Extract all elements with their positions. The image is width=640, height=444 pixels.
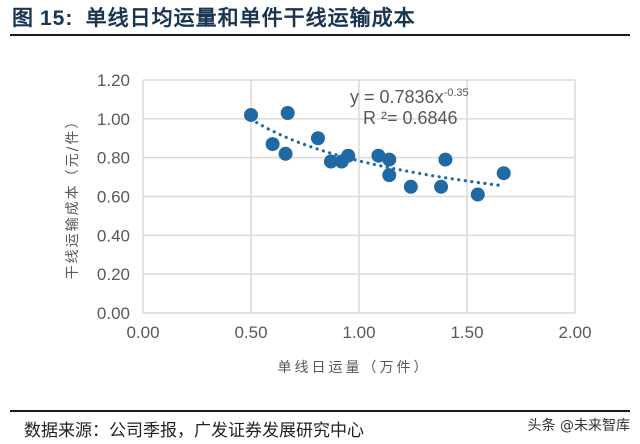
data-point bbox=[341, 148, 356, 163]
trendline-equation: y = 0.7836x-0.35 bbox=[350, 87, 469, 107]
data-point bbox=[438, 152, 453, 167]
data-source-note: 数据来源：公司季报，广发证券发展研究中心 bbox=[24, 421, 364, 441]
y-tick-label: 1.20 bbox=[97, 71, 130, 90]
bottom-divider bbox=[10, 410, 630, 412]
data-point bbox=[265, 137, 280, 152]
data-point bbox=[434, 179, 449, 194]
data-point bbox=[496, 166, 511, 181]
y-tick-label: 0.20 bbox=[97, 265, 130, 284]
y-tick-label: 0.60 bbox=[97, 188, 130, 207]
y-tick-label: 0.80 bbox=[97, 149, 130, 168]
data-points bbox=[244, 106, 511, 202]
power-trendline bbox=[249, 117, 506, 188]
data-point bbox=[278, 146, 293, 161]
x-tick-label: 1.50 bbox=[450, 323, 483, 342]
data-point bbox=[280, 106, 295, 121]
figure-title: 图 15: 单线日均运量和单件干线运输成本 bbox=[12, 2, 416, 32]
data-point bbox=[382, 168, 397, 183]
x-tick-label: 0.00 bbox=[126, 323, 159, 342]
y-tick-label: 1.00 bbox=[97, 110, 130, 129]
y-tick-label: 0.00 bbox=[97, 304, 130, 323]
x-tick-label: 0.50 bbox=[234, 323, 267, 342]
data-point bbox=[244, 107, 258, 122]
data-point bbox=[382, 152, 397, 167]
data-point bbox=[371, 148, 386, 163]
chart-gridlines bbox=[142, 79, 576, 314]
x-axis-ticks: 0.00 0.50 1.00 1.50 2.00 bbox=[126, 323, 591, 342]
x-axis-label: 单线日运量（万件） bbox=[278, 360, 431, 376]
y-axis-label: 干线运输成本（元/件） bbox=[65, 113, 81, 280]
r-squared-label: R ²= 0.6846 bbox=[363, 108, 458, 128]
data-point bbox=[310, 131, 325, 146]
y-axis-ticks: 0.00 0.20 0.40 0.60 0.80 1.00 1.20 bbox=[97, 71, 130, 323]
top-divider bbox=[10, 34, 630, 36]
x-tick-label: 1.00 bbox=[342, 323, 375, 342]
x-tick-label: 2.00 bbox=[558, 323, 591, 342]
figure-number: 15: bbox=[40, 7, 74, 30]
y-tick-label: 0.40 bbox=[97, 226, 130, 245]
watermark: 头条 @未来智库 bbox=[527, 418, 630, 434]
figure-title-text: 单线日均运量和单件干线运输成本 bbox=[85, 6, 416, 30]
figure-prefix: 图 bbox=[12, 6, 34, 30]
data-point bbox=[323, 154, 338, 169]
data-point bbox=[470, 187, 485, 202]
data-point bbox=[403, 179, 418, 194]
